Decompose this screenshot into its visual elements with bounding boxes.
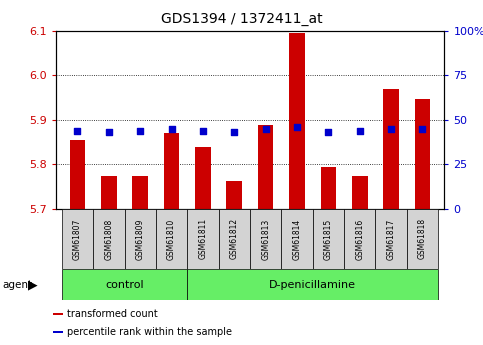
Text: GSM61809: GSM61809: [136, 218, 145, 259]
Text: GSM61816: GSM61816: [355, 218, 364, 259]
Point: [293, 124, 301, 130]
Point: [325, 130, 332, 135]
Bar: [375, 209, 407, 269]
Text: percentile rank within the sample: percentile rank within the sample: [68, 327, 232, 337]
Text: transformed count: transformed count: [68, 309, 158, 319]
Text: ▶: ▶: [28, 278, 38, 292]
Text: GSM61815: GSM61815: [324, 218, 333, 259]
Text: GSM61807: GSM61807: [73, 218, 82, 259]
Bar: [321, 167, 336, 209]
Point: [262, 126, 270, 131]
Text: GSM61812: GSM61812: [230, 218, 239, 259]
Bar: [344, 209, 375, 269]
Bar: [53, 331, 63, 334]
Bar: [93, 209, 125, 269]
Text: GSM61814: GSM61814: [293, 218, 301, 259]
Bar: [407, 209, 438, 269]
Bar: [156, 209, 187, 269]
Bar: [258, 125, 273, 209]
Bar: [132, 176, 148, 209]
Bar: [250, 209, 281, 269]
Text: GDS1394 / 1372411_at: GDS1394 / 1372411_at: [161, 12, 322, 26]
Bar: [414, 99, 430, 209]
Bar: [187, 269, 438, 300]
Bar: [70, 140, 85, 209]
Bar: [281, 209, 313, 269]
Bar: [101, 176, 117, 209]
Point: [230, 130, 238, 135]
Text: D-penicillamine: D-penicillamine: [269, 280, 356, 289]
Bar: [125, 209, 156, 269]
Bar: [383, 89, 399, 209]
Bar: [53, 313, 63, 315]
Text: GSM61813: GSM61813: [261, 218, 270, 259]
Text: GSM61817: GSM61817: [386, 218, 396, 259]
Point: [168, 126, 175, 131]
Point: [419, 126, 426, 131]
Point: [136, 128, 144, 133]
Text: GSM61818: GSM61818: [418, 218, 427, 259]
Bar: [195, 147, 211, 209]
Point: [105, 130, 113, 135]
Bar: [62, 209, 93, 269]
Text: GSM61810: GSM61810: [167, 218, 176, 259]
Point: [73, 128, 81, 133]
Text: control: control: [105, 280, 144, 289]
Bar: [289, 33, 305, 209]
Bar: [227, 181, 242, 209]
Point: [199, 128, 207, 133]
Bar: [62, 269, 187, 300]
Text: GSM61811: GSM61811: [199, 218, 207, 259]
Point: [387, 126, 395, 131]
Point: [356, 128, 364, 133]
Bar: [352, 176, 368, 209]
Bar: [219, 209, 250, 269]
Bar: [164, 133, 179, 209]
Text: agent: agent: [2, 280, 32, 290]
Text: GSM61808: GSM61808: [104, 218, 114, 259]
Bar: [313, 209, 344, 269]
Bar: [187, 209, 219, 269]
